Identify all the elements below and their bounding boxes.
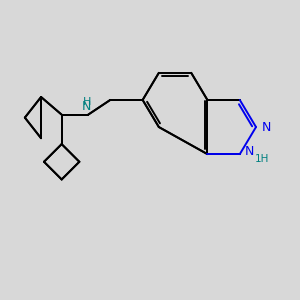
Text: N: N: [82, 100, 92, 113]
Text: H: H: [82, 97, 91, 107]
Text: 1H: 1H: [254, 154, 269, 164]
Text: N: N: [261, 121, 271, 134]
Text: N: N: [245, 145, 254, 158]
